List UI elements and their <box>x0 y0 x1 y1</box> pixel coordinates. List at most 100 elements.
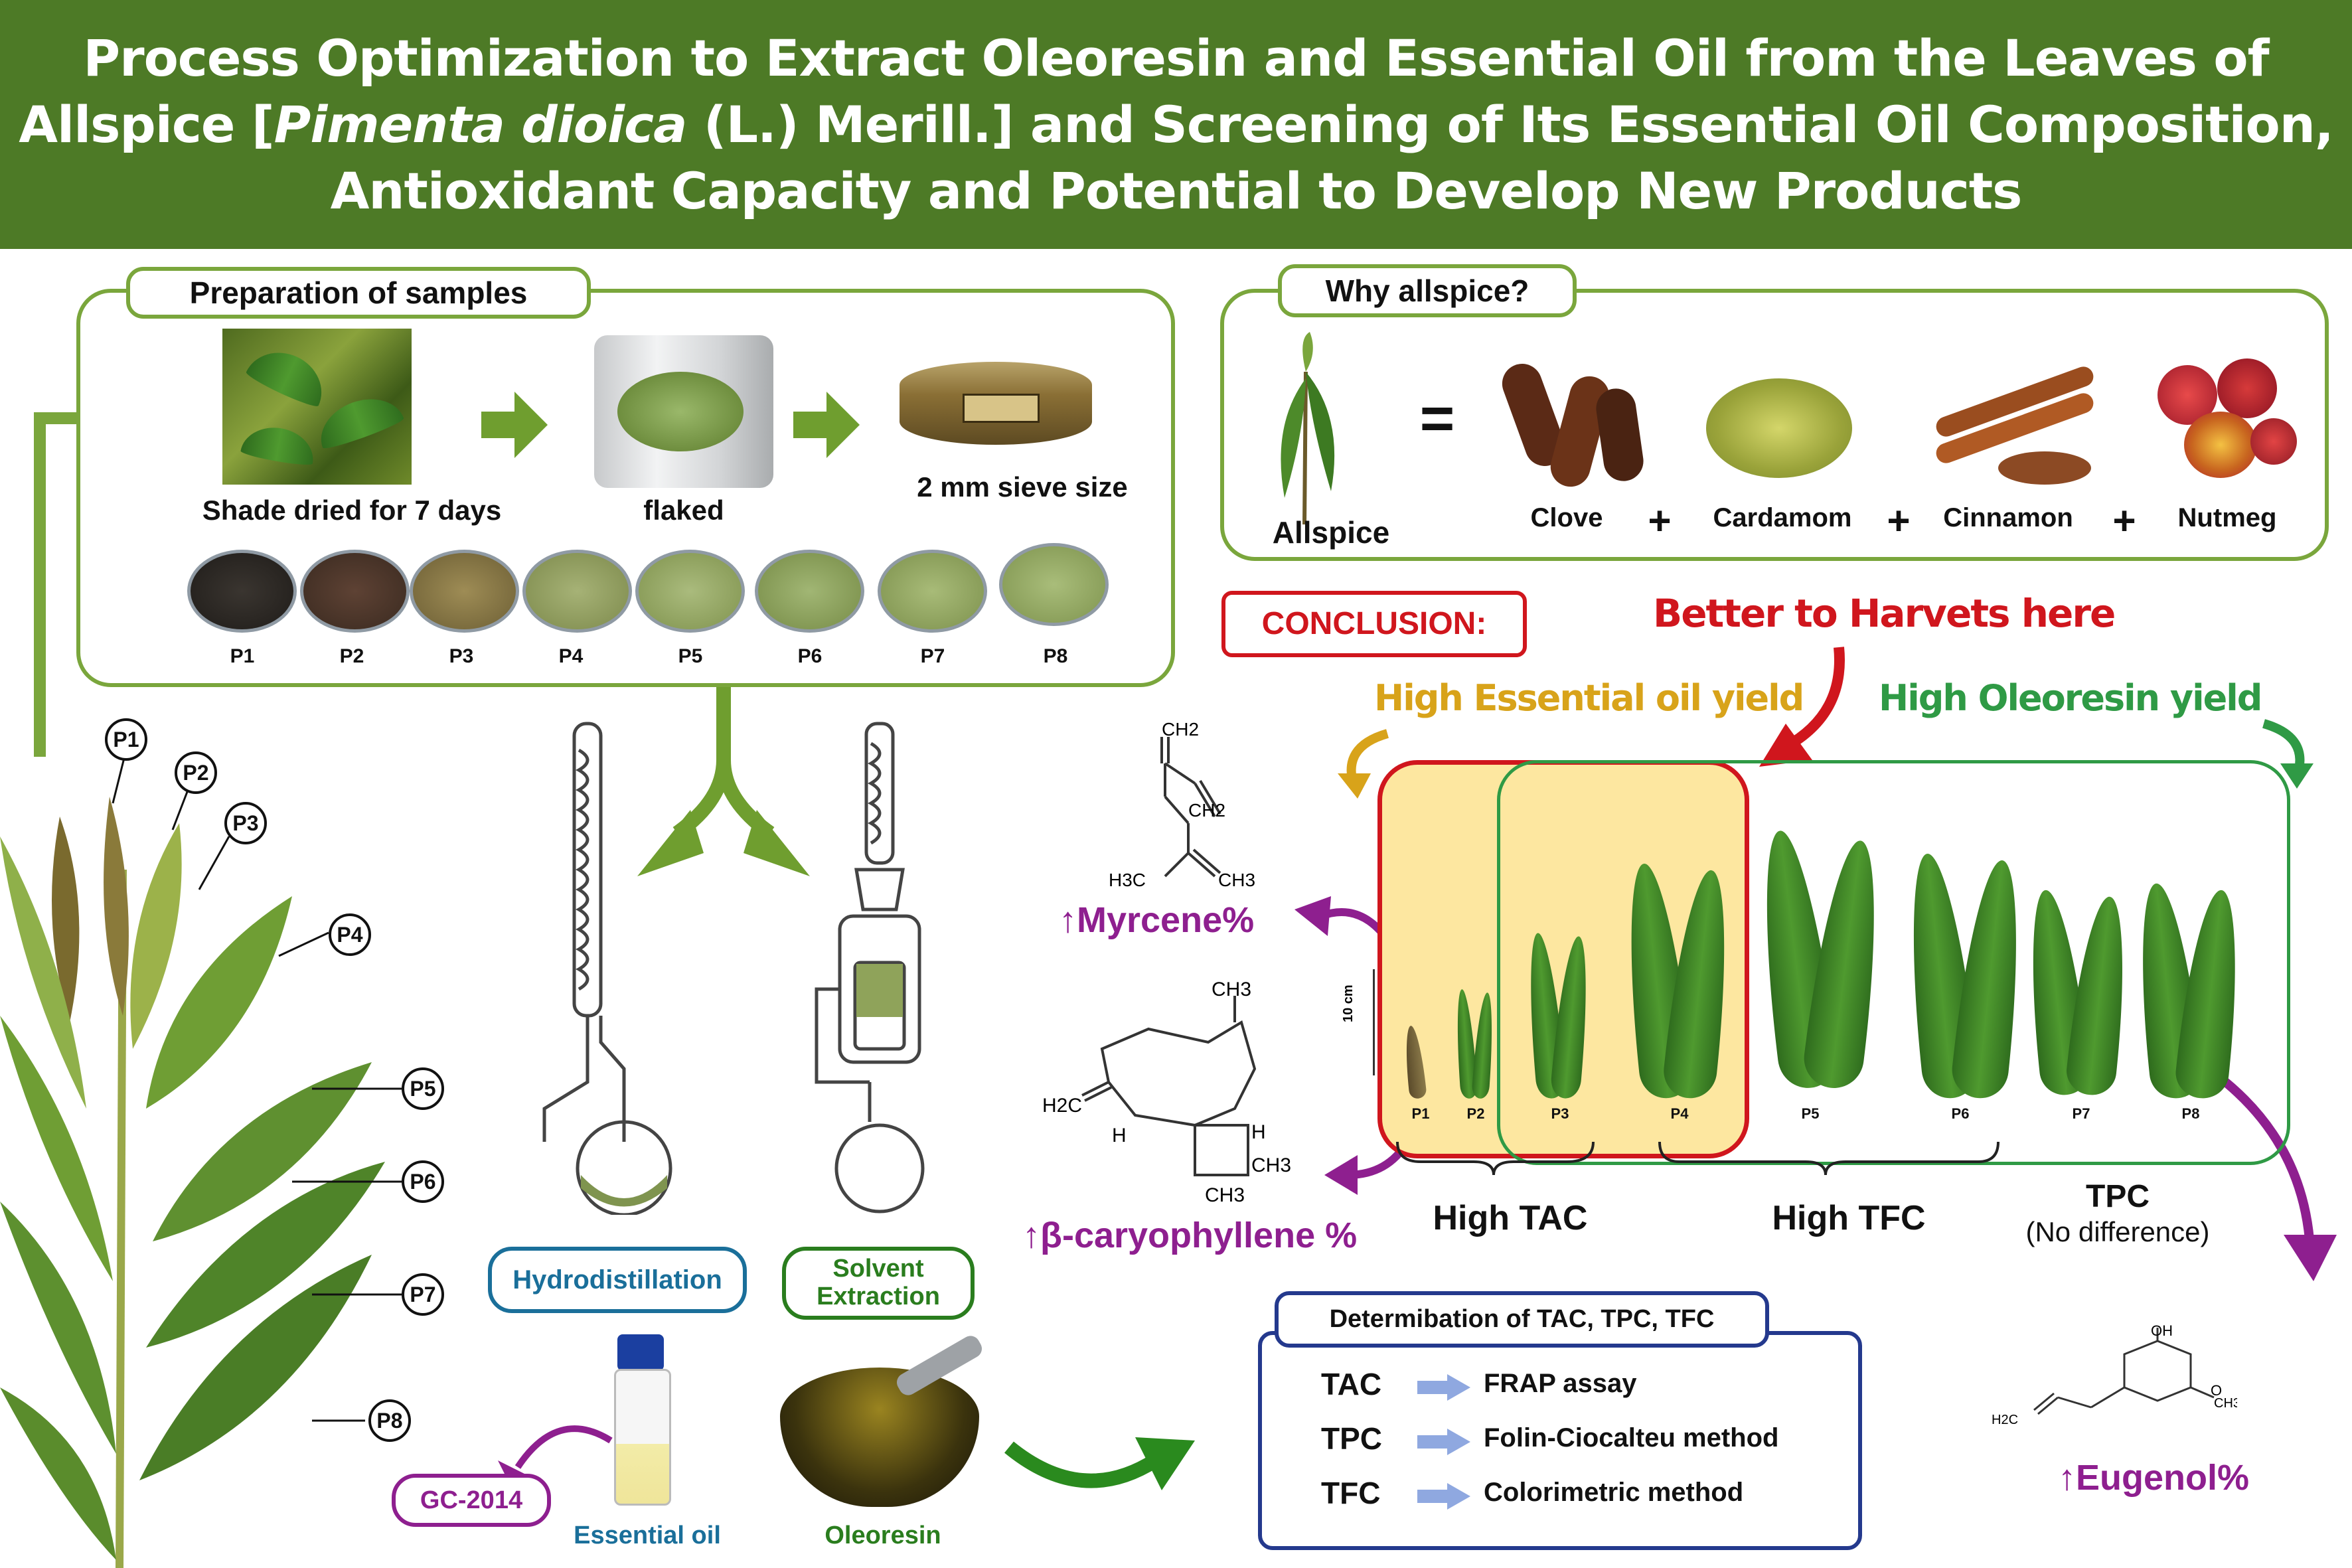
eugenol-increase: ↑Eugenol% <box>2058 1458 2250 1498</box>
sample-dish-p2 <box>300 550 410 633</box>
sample-label-p1: P1 <box>230 645 255 667</box>
leaf-label-p7: P7 <box>2072 1105 2090 1122</box>
myrcene-ch3: CH3 <box>1218 870 1255 890</box>
tpc-label: TPC <box>2086 1179 2150 1214</box>
purple-arrow-eugenol <box>2214 1071 2337 1281</box>
branch-label-p8: P8 <box>368 1399 411 1442</box>
high-tac-label: High TAC <box>1433 1199 1588 1237</box>
spice-clove: Clove <box>1530 503 1603 532</box>
eugenol-ch3: CH3 <box>2214 1396 2237 1411</box>
green-curve-arrow <box>2262 719 2313 789</box>
hydrodistillation-button: Hydrodistillation <box>488 1247 747 1313</box>
vial-cap <box>617 1334 664 1371</box>
method-folin: Folin-Ciocalteu method <box>1484 1423 1779 1452</box>
leaf-label-p1: P1 <box>1411 1105 1430 1122</box>
harvest-note: Better to Harvets here <box>1653 591 2116 636</box>
group-braces <box>1396 1141 1999 1176</box>
split-arrow <box>637 687 810 876</box>
caryophyllene-h2c: H2C <box>1042 1095 1082 1117</box>
determination-heading: Determibation of TAC, TPC, TFC <box>1275 1291 1769 1348</box>
eugenol-oh: OH <box>2151 1322 2173 1339</box>
myrcene-increase: ↑Myrcene% <box>1059 900 1255 940</box>
branch-label-p7: P7 <box>402 1273 444 1316</box>
sieve-photo <box>900 362 1092 445</box>
solvent-extraction-button: Solvent Extraction <box>782 1247 975 1320</box>
title-banner: Process Optimization to Extract Oleoresi… <box>0 0 2352 249</box>
caryophyllene-ch3-top: CH3 <box>1212 979 1251 1000</box>
spice-cardamom: Cardamom <box>1713 503 1852 532</box>
gold-curve-arrow <box>1338 729 1389 799</box>
allspice-label: Allspice <box>1272 515 1390 550</box>
to-determination-arrow <box>1004 1437 1195 1490</box>
caryophyllene-increase: ↑β-caryophyllene % <box>1022 1215 1358 1255</box>
oleoresin-yield-label: High Oleoresin yield <box>1879 677 2262 719</box>
caryophyllene-h-right: H <box>1251 1121 1266 1143</box>
myrcene-ch2-top: CH2 <box>1162 719 1199 740</box>
oleoresin-range-box <box>1497 760 2290 1165</box>
plus-3: + <box>2112 499 2136 543</box>
arrow-icon-tac <box>1417 1374 1470 1401</box>
preparation-heading: Preparation of samples <box>126 267 591 319</box>
high-tfc-label: High TFC <box>1772 1199 1926 1237</box>
myrcene-ch2-right: CH2 <box>1188 800 1225 821</box>
sample-dish-p3 <box>410 550 519 633</box>
why-heading: Why allspice? <box>1278 264 1577 317</box>
clove-image <box>1496 335 1663 501</box>
caryophyllene-ch3-bottom: CH3 <box>1205 1184 1245 1206</box>
leaf-label-p2: P2 <box>1466 1105 1485 1122</box>
sample-label-p3: P3 <box>449 645 474 667</box>
leaf-label-p5: P5 <box>1801 1105 1820 1122</box>
eugenol-structure: OH O CH3 H2C <box>1992 1322 2237 1427</box>
soxhlet-apparatus <box>815 722 925 1214</box>
step-flaked: flaked <box>643 495 724 526</box>
equals-sign: = <box>1419 386 1455 452</box>
essential-oil-vial <box>614 1369 671 1506</box>
flaker-photo <box>594 335 773 488</box>
nutmeg-image <box>2144 339 2304 498</box>
caryophyllene-ch3-right: CH3 <box>1251 1154 1291 1176</box>
essential-oil-yield-label: High Essential oil yield <box>1374 677 1804 719</box>
title-line-1: Process Optimization to Extract Oleoresi… <box>83 28 2269 88</box>
branch-label-p4: P4 <box>329 913 371 956</box>
dried-leaves-photo <box>222 329 412 485</box>
title-line-2: Allspice [Pimenta dioica (L.) Merill.] a… <box>19 94 2334 154</box>
branch-label-p2: P2 <box>175 751 217 794</box>
spice-nutmeg: Nutmeg <box>2177 503 2277 532</box>
assay-tpc: TPC <box>1321 1421 1382 1456</box>
myrcene-h3c: H3C <box>1109 870 1146 890</box>
allspice-sprig-icon <box>1281 332 1335 524</box>
myrcene-structure: CH2 CH2 H3C CH3 <box>1109 719 1255 890</box>
arrow-icon-tfc <box>1417 1483 1470 1510</box>
sample-label-p6: P6 <box>797 645 823 667</box>
plus-2: + <box>1887 499 1911 543</box>
assay-tac: TAC <box>1321 1367 1382 1401</box>
assay-tfc: TFC <box>1321 1476 1381 1510</box>
scale-bar <box>1373 969 1375 1075</box>
sample-dish-p8 <box>999 543 1109 626</box>
cardamom-image <box>1699 339 1859 498</box>
oleoresin-bowl <box>780 1332 986 1507</box>
eugenol-h2c: H2C <box>1992 1413 2018 1427</box>
leaf-label-p6: P6 <box>1951 1105 1970 1122</box>
leaf-label-p3: P3 <box>1551 1105 1569 1122</box>
sample-label-p2: P2 <box>339 645 364 667</box>
sample-dish-p7 <box>878 550 987 633</box>
sample-label-p8: P8 <box>1043 645 1068 667</box>
sample-label-p5: P5 <box>678 645 703 667</box>
branch-label-p1: P1 <box>105 718 147 761</box>
leaf-label-p4: P4 <box>1670 1105 1689 1122</box>
caryophyllene-h-left: H <box>1112 1125 1127 1146</box>
scale-label: 10 cm <box>1341 984 1356 1022</box>
branch-label-p3: P3 <box>224 802 267 844</box>
branch-label-p6: P6 <box>402 1160 444 1203</box>
essential-oil-label: Essential oil <box>574 1522 721 1549</box>
sample-label-p4: P4 <box>558 645 584 667</box>
branch-leader-lines <box>112 749 402 1422</box>
sample-dish-p4 <box>522 550 632 633</box>
cinnamon-image <box>1919 345 2108 491</box>
spice-cinnamon: Cinnamon <box>1943 503 2073 532</box>
step-arrow-1 <box>481 392 548 458</box>
sample-label-p7: P7 <box>920 645 945 667</box>
harvest-arrow <box>1759 647 1845 767</box>
method-colorimetric: Colorimetric method <box>1484 1478 1744 1507</box>
